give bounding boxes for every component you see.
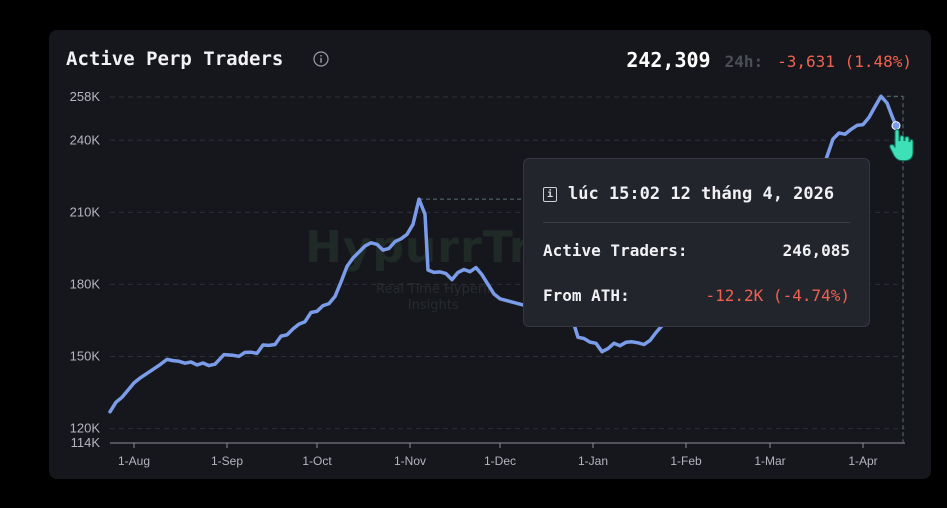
hand-pointer-icon bbox=[889, 129, 914, 162]
series-line bbox=[108, 94, 898, 414]
tooltip-label-active: Active Traders: bbox=[543, 241, 688, 260]
tooltip-date: lúc 15:02 12 tháng 4, 2026 bbox=[568, 184, 835, 204]
hover-point bbox=[891, 121, 901, 131]
x-tick-label: 1-Sep bbox=[211, 454, 243, 468]
chart-title: Active Perp Traders bbox=[66, 48, 284, 70]
y-tick-label: 210K bbox=[70, 204, 101, 219]
tooltip-divider bbox=[543, 222, 850, 223]
x-tick-label: 1-Nov bbox=[394, 454, 426, 468]
current-value: 242,309 bbox=[626, 48, 711, 72]
tooltip-value-ath: -12.2K (-4.74%) bbox=[705, 286, 851, 305]
info-icon[interactable] bbox=[313, 51, 329, 67]
y-tick-label: 114K bbox=[71, 435, 101, 450]
x-tick-label: 1-Feb bbox=[670, 454, 702, 468]
x-tick-label: 1-Mar bbox=[754, 454, 785, 468]
y-tick-label: 180K bbox=[70, 276, 101, 291]
tooltip-label-ath: From ATH: bbox=[543, 286, 630, 305]
hover-tooltip: i lúc 15:02 12 tháng 4, 2026 Active Trad… bbox=[523, 158, 870, 327]
y-tick-label: 240K bbox=[70, 132, 101, 147]
change-value: -3,631 (1.48%) bbox=[777, 52, 912, 71]
watermark-line2: Insights bbox=[407, 298, 459, 313]
y-tick-label: 258K bbox=[70, 89, 101, 104]
y-tick-label: 150K bbox=[70, 349, 101, 364]
x-tick-label: 1-Dec bbox=[484, 454, 516, 468]
watermark-line1: Real Time Hyperli bbox=[376, 282, 491, 297]
x-tick-label: 1-Jan bbox=[578, 454, 608, 468]
watermark-subtitle: Real Time Hyperli Insights bbox=[376, 282, 490, 314]
y-tick-label: 120K bbox=[70, 421, 101, 436]
x-tick-label: 1-Apr bbox=[848, 454, 877, 468]
tooltip-header: i lúc 15:02 12 tháng 4, 2026 bbox=[543, 184, 834, 204]
tooltip-row-ath: From ATH: -12.2K (-4.74%) bbox=[543, 286, 850, 305]
calendar-icon: i bbox=[543, 186, 557, 202]
x-tick-label: 1-Aug bbox=[118, 454, 150, 468]
x-tick-label: 1-Oct bbox=[302, 454, 332, 468]
header-stats: 242,309 24h: -3,631 (1.48%) bbox=[626, 48, 912, 72]
tooltip-value-active: 246,085 bbox=[782, 241, 850, 260]
tooltip-row-active: Active Traders: 246,085 bbox=[543, 241, 850, 260]
change-label: 24h: bbox=[724, 52, 764, 71]
